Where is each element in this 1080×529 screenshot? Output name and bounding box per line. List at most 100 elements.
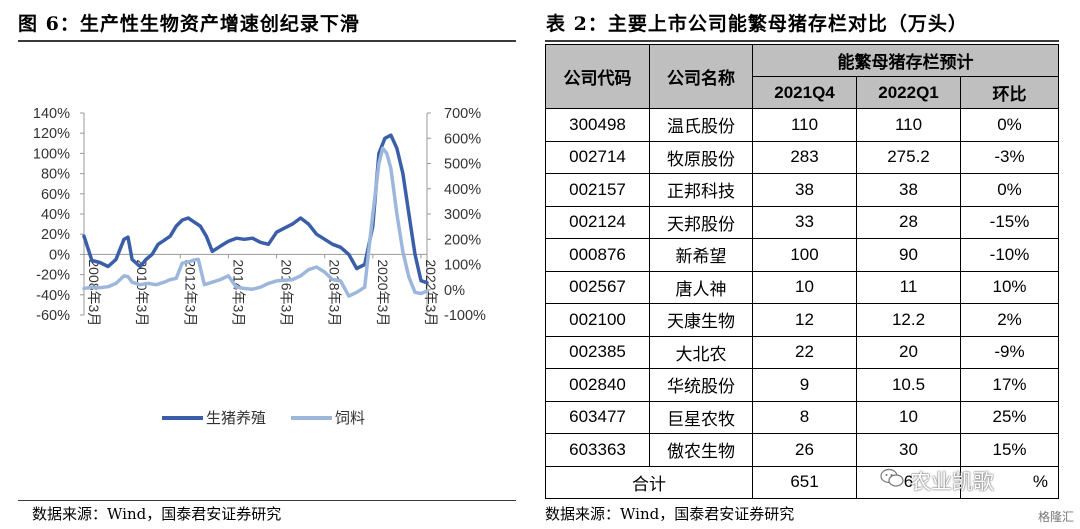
- left-tick-label: 120%: [33, 126, 70, 142]
- x-tick-label: 2012年3月: [182, 259, 198, 326]
- table-row: 603363 傲农生物 26 30 15%: [545, 433, 1059, 467]
- cell-2022q1: 110: [856, 108, 961, 142]
- cell-2022q1: 38: [856, 173, 961, 207]
- cell-company-code: 002385: [545, 335, 650, 369]
- cell-2021q4: 283: [752, 140, 857, 174]
- left-tick-label: 20%: [41, 227, 70, 243]
- cell-qoq: -15%: [960, 205, 1059, 239]
- right-tick-label: 0%: [444, 283, 465, 299]
- total-2021q4: 651: [752, 465, 857, 499]
- x-axis: 2008年3月 2010年3月 2012年3月 2014年3月 2016年3月 2018年…: [83, 253, 439, 326]
- x-tick-label: 2010年3月: [134, 259, 150, 326]
- table-row: 300498 温氏股份 110 110 0%: [545, 108, 1059, 142]
- cell-2021q4: 38: [752, 173, 857, 207]
- cell-company-name: 牧原股份: [649, 140, 753, 174]
- cell-2021q4: 8: [752, 400, 857, 434]
- left-tick-label: 100%: [33, 146, 70, 162]
- left-tick-label: 60%: [41, 187, 70, 203]
- wechat-icon: [880, 468, 904, 487]
- header-2022q1: 2022Q1: [856, 76, 961, 109]
- left-tick-label: -20%: [36, 268, 70, 284]
- x-tick-label: 2018年3月: [327, 259, 343, 326]
- left-top-rule: [18, 40, 516, 42]
- table-header-row-1: 公司代码 公司名称 能繁母猪存栏预计: [545, 44, 1059, 109]
- cell-qoq: 0%: [960, 173, 1059, 207]
- cell-company-name: 巨星农牧: [649, 400, 753, 434]
- x-tick-label: 2022年3月: [423, 259, 439, 326]
- table-title: 表 2：主要上市公司能繁母猪存栏对比（万头）: [546, 13, 968, 35]
- left-tick-label: 40%: [41, 207, 70, 223]
- cell-company-code: 603363: [545, 433, 650, 467]
- cell-company-code: 002100: [545, 303, 650, 337]
- x-tick-label: 2014年3月: [230, 259, 246, 326]
- cell-company-code: 002714: [545, 140, 650, 174]
- table-total-row: 合计 651 6 %: [545, 465, 1059, 499]
- cell-qoq: 17%: [960, 368, 1059, 402]
- cell-company-code: 603477: [545, 400, 650, 434]
- cell-company-name: 天邦股份: [649, 205, 753, 239]
- cell-company-name: 温氏股份: [649, 108, 753, 142]
- header-group-forecast: 能繁母猪存栏预计: [752, 44, 1059, 77]
- right-tick-label: 700%: [444, 106, 481, 122]
- cell-company-code: 002124: [545, 205, 650, 239]
- cell-2022q1: 11: [856, 270, 961, 304]
- right-tick-label: 100%: [444, 258, 481, 274]
- cell-qoq: -9%: [960, 335, 1059, 369]
- header-2021q4: 2021Q4: [752, 76, 857, 109]
- x-tick-label: 2020年3月: [375, 259, 391, 326]
- right-tick-label: 400%: [444, 182, 481, 198]
- cell-company-code: 300498: [545, 108, 650, 142]
- right-tick-label: -100%: [444, 308, 486, 324]
- cell-qoq: 0%: [960, 108, 1059, 142]
- cell-company-name: 正邦科技: [649, 173, 753, 207]
- cell-2021q4: 22: [752, 335, 857, 369]
- table-header-row-2: 2021Q4 2022Q1 环比: [546, 76, 1059, 109]
- cell-2022q1: 10.5: [856, 368, 961, 402]
- table-row: 002157 正邦科技 38 38 0%: [545, 173, 1059, 207]
- cell-company-code: 002840: [545, 368, 650, 402]
- total-label: 合计: [545, 465, 753, 499]
- left-y-axis: 140% 120% 100% 80% 60% 40% 20% 0% -20% -40% -60%: [33, 106, 85, 324]
- cell-company-name: 华统股份: [649, 368, 753, 402]
- table-row: 000876 新希望 100 90 -10%: [545, 238, 1059, 272]
- cell-2022q1: 20: [856, 335, 961, 369]
- right-tick-label: 500%: [444, 157, 481, 173]
- cell-company-name: 唐人神: [649, 270, 753, 304]
- cell-2021q4: 10: [752, 270, 857, 304]
- right-top-rule: [545, 40, 1059, 42]
- cell-qoq: -10%: [960, 238, 1059, 272]
- cell-qoq: 15%: [960, 433, 1059, 467]
- left-tick-label: -40%: [36, 288, 70, 304]
- header-company-code: 公司代码: [545, 44, 650, 109]
- cell-company-code: 002157: [545, 173, 650, 207]
- right-tick-label: 300%: [444, 207, 481, 223]
- table-row: 603477 巨星农牧 8 10 25%: [545, 400, 1059, 434]
- cell-2021q4: 110: [752, 108, 857, 142]
- cell-company-code: 000876: [545, 238, 650, 272]
- cell-2021q4: 9: [752, 368, 857, 402]
- cell-qoq: 25%: [960, 400, 1059, 434]
- cell-company-name: 大北农: [649, 335, 753, 369]
- table-row: 002385 大北农 22 20 -9%: [545, 335, 1059, 369]
- left-tick-label: -60%: [36, 308, 70, 324]
- right-tick-label: 600%: [444, 131, 481, 147]
- cell-2021q4: 33: [752, 205, 857, 239]
- cell-qoq: 2%: [960, 303, 1059, 337]
- table-row: 002567 唐人神 10 11 10%: [545, 270, 1059, 304]
- chart-title: 图 6：生产性生物资产增速创纪录下滑: [18, 13, 360, 35]
- left-tick-label: 140%: [33, 106, 70, 122]
- corner-mark: 格隆汇: [1037, 510, 1074, 524]
- header-qoq: 环比: [960, 76, 1059, 109]
- right-y-axis: 700% 600% 500% 400% 300% 200% 100% 0% -100%: [426, 106, 486, 324]
- cell-2022q1: 275.2: [856, 140, 961, 174]
- cell-2022q1: 10: [856, 400, 961, 434]
- cell-2021q4: 26: [752, 433, 857, 467]
- left-bottom-rule: [18, 500, 516, 501]
- total-qoq: %: [960, 465, 1059, 499]
- cell-company-name: 新希望: [649, 238, 753, 272]
- sow-inventory-table: 公司代码 公司名称 能繁母猪存栏预计 2021Q4 2022Q1 环比 3004…: [545, 44, 1059, 499]
- legend-label-pig: 生猪养殖: [206, 410, 266, 427]
- series-layer: [82, 133, 429, 298]
- table-row: 002714 牧原股份 283 275.2 -3%: [545, 140, 1059, 174]
- cell-2022q1: 28: [856, 205, 961, 239]
